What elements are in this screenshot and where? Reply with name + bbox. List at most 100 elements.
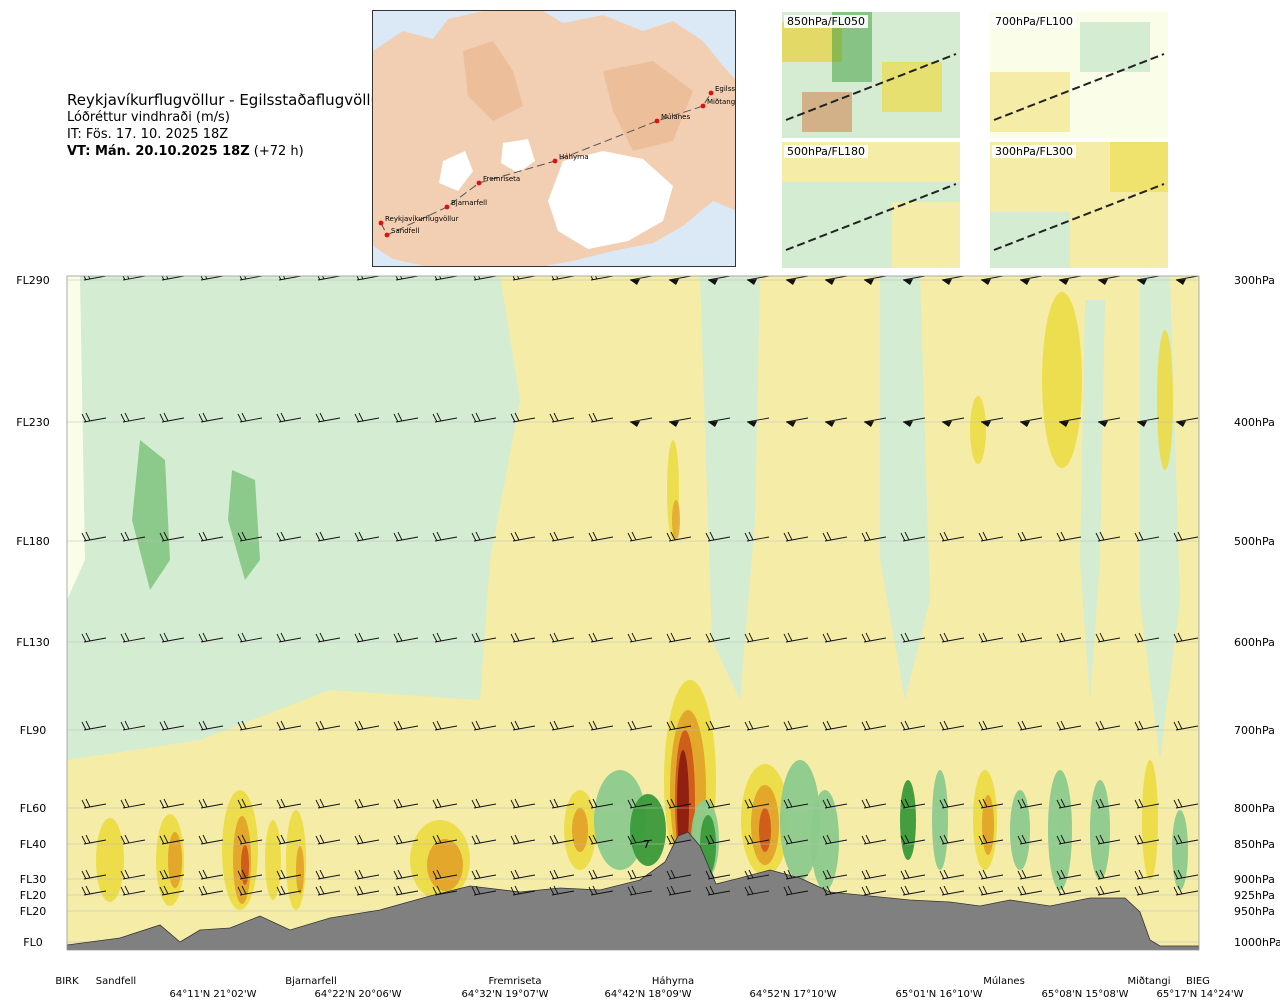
wind-barb: [159, 798, 185, 809]
wind-barb: [939, 834, 965, 845]
thumbnail-300hpa[interactable]: 300hPa/FL300: [990, 142, 1168, 268]
chart-title: Reykjavíkurflugvöllur - Egilsstaðaflugvö…: [67, 91, 387, 109]
wind-barb: [822, 869, 848, 880]
wind-barb: [81, 885, 107, 896]
wind-barb: [67, 891, 68, 892]
thumbnail-500hpa[interactable]: 500hPa/FL180: [782, 142, 960, 268]
wind-barb: [237, 869, 263, 880]
glacier-vatnajokull: [548, 151, 673, 249]
wind-barb: [1058, 417, 1082, 427]
wind-barb: [67, 875, 68, 876]
wind-barb: [941, 276, 965, 285]
wind-barb: [1056, 531, 1082, 542]
wind-barb: [705, 531, 731, 542]
velocity-region: [228, 470, 260, 580]
wind-barb: [81, 412, 107, 423]
wind-barb: [276, 869, 302, 880]
thumbnail-700hpa[interactable]: 700hPa/FL100: [990, 12, 1168, 138]
flight-level-label: FL290: [16, 274, 49, 287]
thumbnail-500hpa-label: 500hPa/FL180: [784, 145, 869, 158]
wind-barb: [432, 869, 458, 880]
station-label: Fremriseta: [488, 976, 541, 987]
wind-barb: [432, 885, 458, 896]
wind-barb: [861, 720, 887, 731]
route-axis: BIRK Sandfell Bjarnarfell Fremriseta Háhyrna…: [55, 975, 1243, 1000]
wind-barb: [354, 834, 380, 845]
wind-barb: [627, 531, 653, 542]
thumbnail-850hpa[interactable]: 850hPa/FL050: [782, 12, 960, 138]
wind-barb: [824, 276, 848, 285]
wind-barb: [1017, 798, 1043, 809]
wind-barb: [120, 632, 146, 643]
wind-barb: [1134, 632, 1160, 643]
wind-barb: [237, 720, 263, 731]
wind-barb: [432, 798, 458, 809]
velocity-contour: [1042, 292, 1082, 468]
wind-barb: [863, 276, 887, 285]
coordinate-label: 64°11'N 21°02'W: [170, 989, 257, 1000]
wind-barb: [354, 869, 380, 880]
wind-barb: [666, 834, 692, 845]
wind-barb: [317, 276, 341, 281]
wind-barb: [473, 276, 497, 281]
wind-barb: [239, 276, 263, 281]
route-point: [552, 158, 558, 164]
velocity-region: [67, 276, 85, 600]
wind-barb: [198, 869, 224, 880]
wind-barb: [1056, 632, 1082, 643]
velocity-contour: [265, 820, 281, 900]
wind-barb: [705, 798, 731, 809]
wind-barb: [822, 720, 848, 731]
velocity-contour: [759, 808, 771, 852]
wind-barb: [861, 531, 887, 542]
wind-barb: [510, 834, 536, 845]
velocity-contour: [970, 396, 986, 464]
wind-barb: [354, 798, 380, 809]
wind-barb: [549, 531, 575, 542]
wind-barb: [1175, 417, 1199, 427]
wind-barb: [198, 798, 224, 809]
wind-barb: [81, 834, 107, 845]
wind-barb: [198, 885, 224, 896]
wind-barb: [978, 531, 1004, 542]
max-value-marker: 7: [643, 838, 650, 851]
route-point-label: Fremriseta: [483, 175, 520, 183]
wind-barb: [393, 834, 419, 845]
wind-barb: [1019, 417, 1043, 427]
route-point-label: Miðtangi: [707, 98, 736, 106]
wind-barb: [549, 885, 575, 896]
wind-barb: [900, 885, 926, 896]
velocity-contour: [900, 780, 916, 860]
wind-barb: [1173, 632, 1199, 643]
wind-barb: [978, 885, 1004, 896]
wind-barb: [432, 531, 458, 542]
wind-barb: [744, 885, 770, 896]
wind-barb: [67, 804, 68, 805]
wind-barb: [1097, 276, 1121, 285]
wind-barb: [1017, 834, 1043, 845]
wind-barb: [278, 276, 302, 281]
wind-barb: [824, 417, 848, 427]
route-point: [708, 90, 714, 96]
wind-barb: [315, 632, 341, 643]
wind-barb: [666, 869, 692, 880]
wind-barb: [432, 834, 458, 845]
wind-barb: [783, 531, 809, 542]
wind-barb: [471, 834, 497, 845]
wind-barb: [1173, 834, 1199, 845]
wind-barb: [1058, 276, 1082, 285]
station-label: BIRK: [55, 976, 79, 987]
wind-barb: [1017, 869, 1043, 880]
pressure-level-label: 1000hPa: [1234, 936, 1280, 949]
wind-barb: [744, 834, 770, 845]
wind-barb: [783, 834, 809, 845]
velocity-region: [1080, 300, 1105, 700]
wind-barb: [900, 632, 926, 643]
wind-barb: [1017, 885, 1043, 896]
wind-barb: [629, 417, 653, 427]
wind-barb: [1173, 869, 1199, 880]
wind-barb: [395, 276, 419, 281]
velocity-contour: [630, 794, 666, 866]
flight-level-label: FL130: [16, 636, 49, 649]
wind-barb: [510, 531, 536, 542]
